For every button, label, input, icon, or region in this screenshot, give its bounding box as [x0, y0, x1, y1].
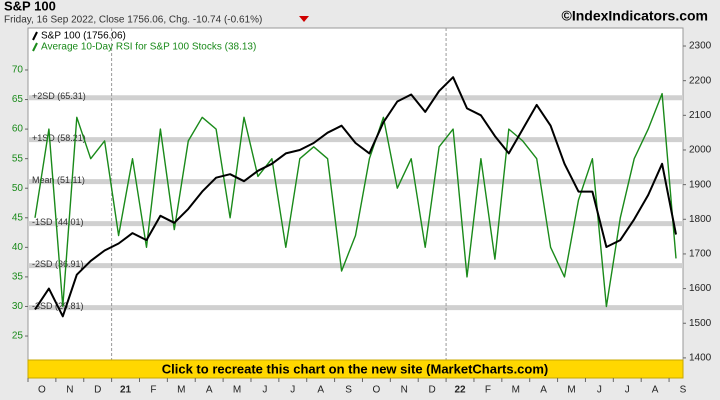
site-name: ©IndexIndicators.com: [562, 8, 708, 24]
y-tick-label: 70: [12, 65, 24, 76]
y2-tick-label: 2000: [689, 145, 712, 156]
down-arrow: [299, 16, 309, 22]
legend-swatch: [32, 42, 38, 52]
x-tick-label: M: [233, 385, 241, 396]
sd-band-label: -1SD (44.01): [32, 217, 84, 227]
y-tick-label: 30: [12, 301, 24, 312]
x-tick-label: F: [485, 385, 491, 396]
sd-band-label: Mean (51.11): [32, 175, 85, 185]
x-tick-label: O: [38, 385, 46, 396]
series-line: [34, 92, 677, 308]
x-tick-label: M: [177, 385, 185, 396]
x-tick-label: N: [66, 385, 73, 396]
y-tick-label: 65: [12, 94, 24, 105]
y2-tick-label: 1700: [689, 249, 712, 260]
x-tick-label: A: [206, 385, 213, 396]
x-tick-label: M: [567, 385, 575, 396]
y-tick-label: 40: [12, 242, 24, 253]
x-tick-label: O: [373, 385, 381, 396]
y2-tick-label: 1600: [689, 283, 712, 294]
x-tick-label: 21: [120, 385, 132, 396]
y-tick-label: 60: [12, 124, 24, 135]
y-tick-label: 55: [12, 153, 24, 164]
y2-tick-label: 1400: [689, 353, 712, 364]
lines: [34, 76, 677, 318]
x-tick-label: D: [429, 385, 436, 396]
y2-tick-label: 2300: [689, 41, 712, 52]
sd-band-label: +2SD (65.31): [32, 91, 86, 101]
x-tick-label: J: [597, 385, 602, 396]
x-tick-label: S: [680, 385, 687, 396]
banner-text[interactable]: Click to recreate this chart on the new …: [162, 361, 549, 376]
y-tick-label: 45: [12, 212, 24, 223]
y-tick-label: 35: [12, 272, 24, 283]
x-tick-label: F: [150, 385, 156, 396]
x-tick-label: A: [317, 385, 324, 396]
legend: S&P 100 (1756.06)Average 10-Day RSI for …: [32, 31, 256, 53]
x-tick-label: A: [540, 385, 547, 396]
chart-title: S&P 100: [4, 0, 56, 13]
y-tick-label: 50: [12, 183, 24, 194]
y2-tick-label: 2100: [689, 110, 712, 121]
y2-tick-label: 1500: [689, 318, 712, 329]
series-line: [34, 76, 677, 318]
sd-band-label: -2SD (36.91): [32, 259, 84, 269]
bands: +2SD (65.31) +1SD (58.21) Mean (51.11) -1SD…: [28, 28, 683, 378]
legend-label: S&P 100 (1756.06): [41, 31, 126, 42]
y2-tick-label: 1900: [689, 179, 712, 190]
banner[interactable]: [27, 359, 684, 379]
legend-swatch: [32, 31, 38, 41]
x-tick-label: D: [94, 385, 101, 396]
x-tick-label: M: [512, 385, 520, 396]
x-tick-label: J: [290, 385, 295, 396]
chart-subtitle: Friday, 16 Sep 2022, Close 1756.06, Chg.…: [4, 15, 262, 26]
plot-area: [27, 27, 684, 379]
x-tick-label: N: [401, 385, 408, 396]
legend-label: Average 10-Day RSI for S&P 100 Stocks (3…: [41, 42, 256, 53]
y2-tick-label: 1800: [689, 214, 712, 225]
x-tick-label: S: [345, 385, 352, 396]
x-tick-label: 22: [454, 385, 466, 396]
y-tick-label: 25: [12, 331, 24, 342]
sd-band-label: +1SD (58.21): [32, 133, 86, 143]
x-tick-label: J: [625, 385, 630, 396]
y2-tick-label: 2200: [689, 75, 712, 86]
x-tick-label: A: [652, 385, 659, 396]
x-tick-label: J: [262, 385, 267, 396]
